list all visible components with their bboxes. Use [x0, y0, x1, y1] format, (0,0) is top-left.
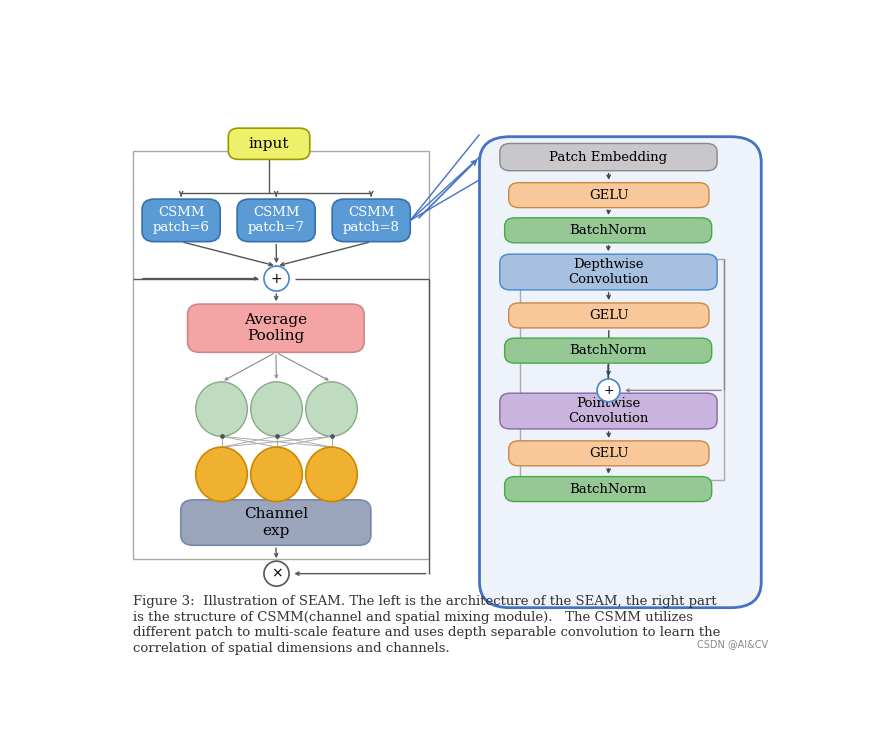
Text: BatchNorm: BatchNorm — [569, 483, 646, 495]
Text: CSMM
patch=8: CSMM patch=8 — [343, 206, 399, 234]
Ellipse shape — [597, 379, 620, 402]
FancyBboxPatch shape — [509, 303, 709, 328]
Bar — [520, 259, 724, 480]
FancyBboxPatch shape — [500, 393, 717, 429]
FancyBboxPatch shape — [237, 199, 315, 242]
Ellipse shape — [195, 447, 247, 502]
Text: BatchNorm: BatchNorm — [569, 224, 646, 237]
Ellipse shape — [264, 266, 289, 291]
Text: CSDN @AI&CV: CSDN @AI&CV — [697, 639, 768, 649]
Text: Patch Embedding: Patch Embedding — [549, 150, 668, 164]
Text: BatchNorm: BatchNorm — [569, 344, 646, 357]
Text: Pointwise
Convolution: Pointwise Convolution — [569, 397, 649, 425]
Ellipse shape — [251, 382, 302, 436]
Ellipse shape — [306, 447, 357, 502]
Ellipse shape — [264, 561, 289, 586]
Text: different patch to multi-scale feature and uses depth separable convolution to l: different patch to multi-scale feature a… — [133, 626, 721, 640]
Text: GELU: GELU — [589, 189, 629, 202]
Text: +: + — [604, 384, 614, 397]
FancyBboxPatch shape — [500, 254, 717, 290]
Text: GELU: GELU — [589, 447, 629, 460]
FancyBboxPatch shape — [479, 136, 761, 608]
FancyBboxPatch shape — [332, 199, 410, 242]
Text: correlation of spatial dimensions and channels.: correlation of spatial dimensions and ch… — [133, 643, 450, 655]
Text: Figure 3:  Illustration of SEAM. The left is the architecture of the SEAM, the r: Figure 3: Illustration of SEAM. The left… — [133, 595, 717, 607]
FancyBboxPatch shape — [500, 144, 717, 171]
Ellipse shape — [306, 382, 357, 436]
FancyBboxPatch shape — [505, 338, 711, 363]
Text: is the structure of CSMM(channel and spatial mixing module).   The CSMM utilizes: is the structure of CSMM(channel and spa… — [133, 610, 693, 624]
FancyBboxPatch shape — [187, 304, 364, 352]
FancyBboxPatch shape — [142, 199, 220, 242]
FancyBboxPatch shape — [505, 218, 711, 242]
FancyBboxPatch shape — [509, 441, 709, 466]
Text: GELU: GELU — [589, 309, 629, 322]
Text: Channel
exp: Channel exp — [244, 508, 307, 538]
Text: CSMM
patch=6: CSMM patch=6 — [152, 206, 209, 234]
FancyBboxPatch shape — [180, 500, 371, 545]
Text: CSMM
patch=7: CSMM patch=7 — [248, 206, 305, 234]
Text: ×: × — [271, 567, 282, 581]
FancyBboxPatch shape — [229, 128, 310, 159]
Text: +: + — [271, 271, 282, 285]
Bar — [133, 151, 428, 559]
FancyBboxPatch shape — [505, 477, 711, 502]
Text: input: input — [249, 137, 289, 151]
Text: Depthwise
Convolution: Depthwise Convolution — [569, 258, 649, 286]
Ellipse shape — [195, 382, 247, 436]
Ellipse shape — [251, 447, 302, 502]
FancyBboxPatch shape — [509, 183, 709, 208]
Text: Average
Pooling: Average Pooling — [244, 313, 307, 343]
